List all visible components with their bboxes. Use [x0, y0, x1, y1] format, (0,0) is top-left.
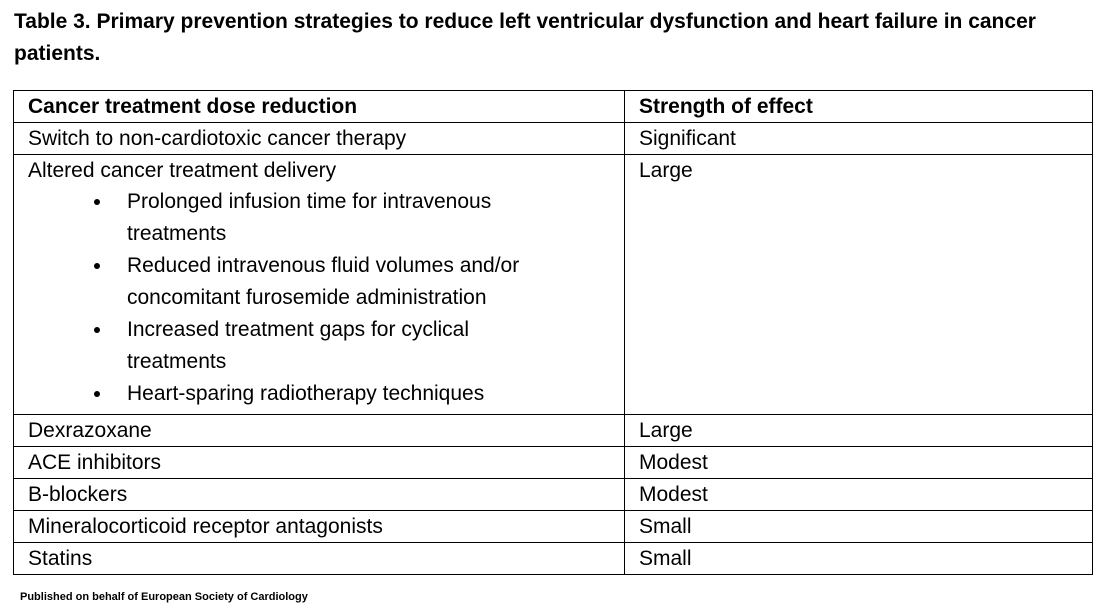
bullet-item: Heart-sparing radiotherapy techniques: [113, 378, 568, 410]
strategy-cell: ACE inhibitors: [13, 446, 625, 479]
strategy-text: Switch to non-cardiotoxic cancer therapy: [28, 127, 407, 150]
effect-cell: Large: [624, 154, 1093, 415]
table-title: Table 3. Primary prevention strategies t…: [14, 10, 1036, 65]
table: Cancer treatment dose reduction Strength…: [13, 90, 1093, 575]
header-row: Cancer treatment dose reduction Strength…: [13, 90, 1093, 123]
bullet-item: Increased treatment gaps for cyclical tr…: [113, 314, 568, 378]
strategy-cell: Statins: [13, 542, 625, 575]
table-row: B-blockers Modest: [13, 478, 1093, 511]
bullet-item: Prolonged infusion time for intravenous …: [113, 186, 568, 250]
bullet-list: Prolonged infusion time for intravenous …: [28, 186, 568, 414]
effect-cell: Large: [624, 414, 1093, 447]
table-row: Mineralocorticoid receptor antagonists Sm…: [13, 510, 1093, 543]
table-row: Dexrazoxane Large: [13, 414, 1093, 447]
table-row: Altered cancer treatment delivery Prolong…: [13, 154, 1093, 415]
effect-cell: Significant: [624, 122, 1093, 155]
strategy-text: ACE inhibitors: [28, 451, 162, 474]
bullet-item: Reduced intravenous fluid volumes and/or…: [113, 250, 568, 314]
effect-cell: Modest: [624, 478, 1093, 511]
table-row: Statins Small: [13, 542, 1093, 575]
effect-cell: Modest: [624, 446, 1093, 479]
header-cell: Cancer treatment dose reduction: [13, 90, 625, 123]
strategy-text: B-blockers: [28, 483, 128, 506]
table-body: Switch to non-cardiotoxic cancer therapy…: [13, 122, 1093, 575]
strategy-text: Dexrazoxane: [28, 419, 152, 442]
strategy-cell: Altered cancer treatment delivery Prolong…: [13, 154, 625, 415]
footer: Published on behalf of European Society …: [20, 591, 308, 603]
strategy-text: Mineralocorticoid receptor antagonists: [28, 515, 383, 538]
strategy-text: Altered cancer treatment delivery: [28, 159, 337, 182]
strategy-cell: B-blockers: [13, 478, 625, 511]
table-row: Switch to non-cardiotoxic cancer therapy…: [13, 122, 1093, 155]
strategy-cell: Switch to non-cardiotoxic cancer therapy: [13, 122, 625, 155]
strategy-cell: Dexrazoxane: [13, 414, 625, 447]
effect-cell: Small: [624, 542, 1093, 575]
effect-cell: Small: [624, 510, 1093, 543]
strategy-text: Statins: [28, 547, 93, 570]
strategy-cell: Mineralocorticoid receptor antagonists: [13, 510, 625, 543]
table-row: ACE inhibitors Modest: [13, 446, 1093, 479]
header-cell: Strength of effect: [624, 90, 1093, 123]
